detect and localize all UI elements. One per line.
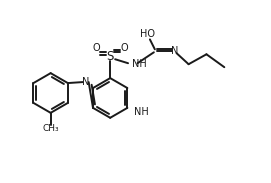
Text: N: N [171,46,178,56]
Text: O: O [92,43,100,53]
Text: S: S [107,50,114,63]
Text: HO: HO [140,29,155,39]
Text: NH: NH [134,107,149,117]
Text: CH₃: CH₃ [42,124,59,133]
Text: NH: NH [132,59,147,69]
Text: O: O [120,43,128,53]
Text: N: N [82,77,89,87]
